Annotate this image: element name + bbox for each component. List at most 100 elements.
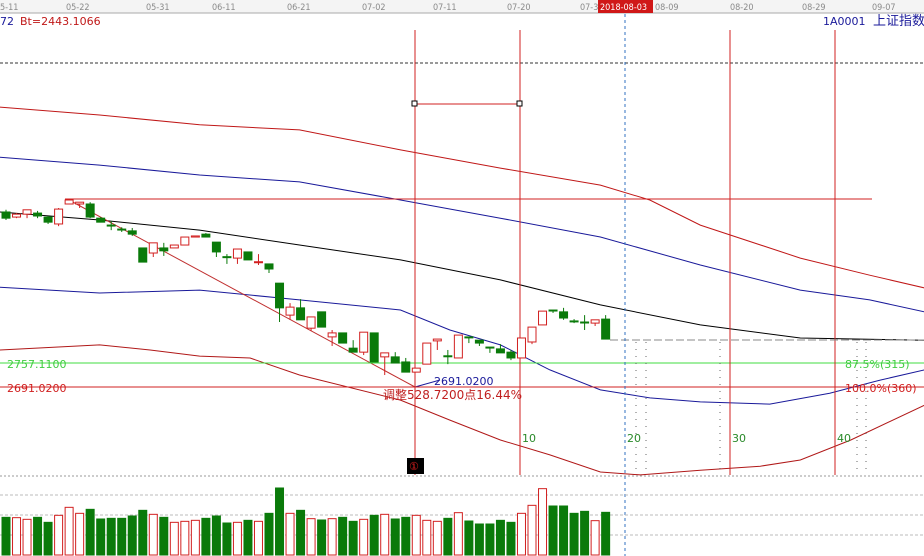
candle-body [464, 336, 474, 339]
candle [138, 247, 148, 263]
candle-body [33, 212, 43, 217]
candle [527, 326, 537, 345]
candle [222, 254, 232, 264]
volume-bar [211, 515, 221, 556]
volume-bar [485, 523, 495, 556]
candle-body [359, 331, 369, 353]
candle [443, 349, 453, 365]
candle-body [411, 367, 421, 373]
volume-bar [253, 520, 263, 556]
date-label: 09-07 [872, 3, 896, 13]
candle [317, 311, 327, 328]
volume-bar [96, 518, 106, 556]
candle-body [580, 321, 590, 324]
date-axis: 5-11 05-22 05-31 06-11 06-21 07-02 07-11… [0, 0, 924, 14]
candle-body [401, 361, 411, 373]
low-connector [414, 379, 441, 388]
candle-body [390, 356, 400, 364]
volume-bar [22, 518, 32, 556]
candle [411, 367, 421, 373]
candle [348, 340, 358, 353]
candle-body [12, 213, 22, 218]
candle [580, 315, 590, 330]
candle-body [527, 326, 537, 343]
volume-bar [548, 505, 558, 556]
lower_band-line [0, 344, 924, 476]
candle [338, 332, 348, 344]
date-label: 07-11 [433, 3, 457, 13]
cycle-marker: ① [409, 460, 419, 473]
trend-line[interactable] [68, 199, 416, 388]
candle [169, 244, 179, 249]
candle-body [22, 209, 32, 215]
volume-bar [138, 509, 148, 556]
projection-dots [635, 342, 867, 475]
candle-body [180, 236, 190, 246]
candle [43, 215, 53, 224]
date-label: 07-3 [580, 3, 598, 13]
candle [106, 221, 116, 231]
candle [22, 209, 32, 219]
candle [601, 315, 611, 340]
candle [159, 242, 169, 256]
candle [464, 336, 474, 344]
candle [516, 337, 526, 359]
volume-bar [432, 520, 442, 556]
date-label: 08-29 [802, 3, 826, 13]
candle-body [443, 355, 453, 358]
volume-bar [148, 513, 158, 556]
candle-body [348, 347, 358, 353]
volume-bar [369, 514, 379, 556]
date-label: 5-11 [0, 3, 18, 13]
date-label: 05-31 [146, 3, 170, 13]
volume-bar [180, 520, 190, 556]
candle [243, 251, 253, 261]
candle [359, 331, 369, 356]
candle [190, 235, 200, 238]
volume-bar [54, 514, 64, 556]
volume-bar [232, 521, 242, 556]
date-label: 06-11 [212, 3, 236, 13]
volume-bar [117, 517, 127, 556]
volume-bar [106, 517, 116, 556]
cursor-date: 2018-08-03 [600, 3, 647, 13]
volume-bars [1, 487, 611, 556]
upper_band-line [0, 106, 924, 289]
candle [75, 201, 85, 208]
volume-bar [12, 517, 22, 556]
candle-body [148, 242, 158, 254]
lower_ma-line [0, 286, 924, 405]
candle-body [85, 203, 95, 218]
candle-body [422, 342, 432, 365]
candle-body [222, 256, 232, 259]
period-bracket[interactable] [411, 100, 523, 107]
cycle-marker-badge[interactable] [407, 458, 424, 474]
candle [64, 199, 74, 205]
candle [275, 282, 285, 323]
candle-body [169, 244, 179, 249]
volume-bar [601, 511, 611, 556]
date-label: 08-20 [730, 3, 754, 13]
candle-body [43, 216, 53, 223]
date-label: 05-22 [66, 3, 90, 13]
candle-body [338, 332, 348, 344]
volume-bar [516, 512, 526, 556]
candle [432, 338, 442, 350]
volume-bar [317, 519, 327, 556]
volume-bar [580, 510, 590, 556]
volume-bar [296, 509, 306, 556]
candle-body [106, 224, 116, 227]
mid-line [0, 211, 924, 341]
candle-body [380, 352, 390, 358]
symbol-name: 上证指数 [873, 14, 924, 29]
adjust-label: 调整528.7200点16.44% [383, 387, 522, 402]
volume-bar [275, 487, 285, 556]
volume-bar [85, 508, 95, 556]
candle-body [548, 309, 558, 312]
candle-body [453, 334, 463, 359]
candle [12, 213, 22, 219]
count-label: 10 [522, 432, 536, 445]
candle [85, 202, 95, 219]
candle [33, 210, 43, 219]
